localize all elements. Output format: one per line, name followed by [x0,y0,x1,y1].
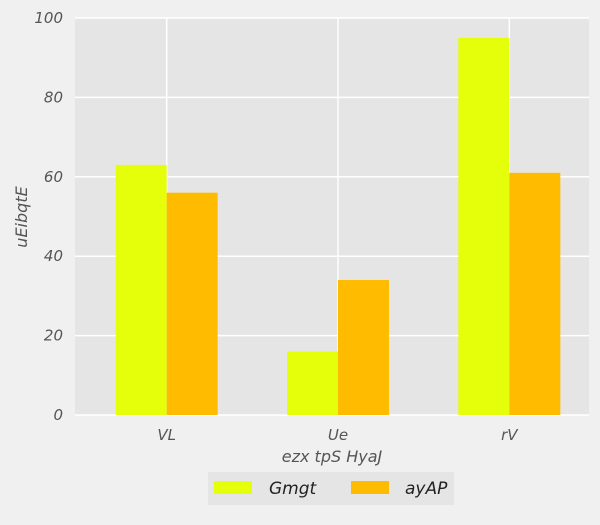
legend: Gmgt ayAP [208,472,454,505]
y-axis-ticks: 0 20 40 60 80 100 [34,9,63,424]
legend-label-gmgt: Gmgt [269,479,318,499]
y-tick-label: 40 [44,247,63,265]
bar-ayap-ue [338,280,389,415]
legend-swatch-gmgt [214,481,252,494]
x-axis-ticks: VL Ue rV [157,426,519,444]
bar-ayap-rv [509,172,561,415]
x-tick-label: rV [501,426,519,444]
x-tick-label: Ue [328,426,348,444]
y-tick-label: 20 [44,327,63,345]
x-tick-label: VL [157,426,176,444]
y-tick-label: 80 [44,88,63,106]
x-axis-label: ezx tpS HyaJ [282,447,383,466]
bars [115,37,561,415]
y-tick-label: 100 [34,9,63,27]
legend-swatch-ayap [351,481,389,494]
y-tick-label: 0 [53,406,63,424]
bar-ayap-vl [166,192,218,415]
y-tick-label: 60 [44,168,63,186]
bar-gmgt-rv [458,37,510,415]
bar-gmgt-ue [287,351,338,415]
y-axis-label: uEibqtE [12,185,31,247]
legend-label-ayap: ayAP [405,479,448,499]
bar-gmgt-vl [115,164,167,415]
